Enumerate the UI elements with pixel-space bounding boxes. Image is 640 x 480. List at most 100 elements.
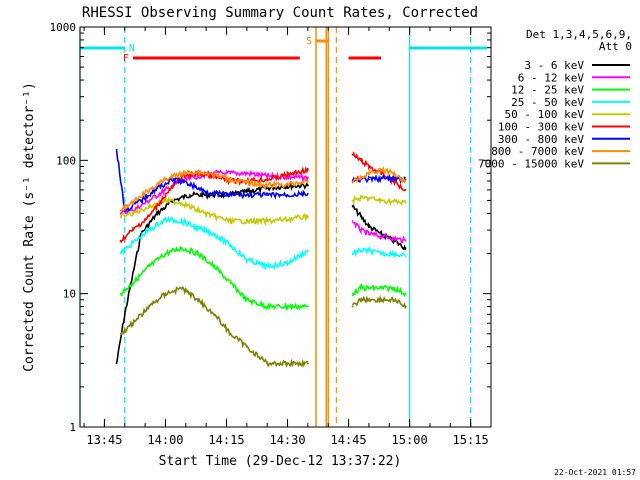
data-point — [392, 200, 395, 203]
data-point — [368, 165, 370, 168]
data-point — [351, 292, 354, 295]
data-point — [172, 178, 175, 181]
data-point — [148, 229, 151, 231]
data-point — [351, 252, 354, 255]
data-point — [119, 332, 122, 335]
data-point — [229, 172, 232, 175]
data-point — [148, 205, 151, 208]
data-point — [380, 177, 383, 180]
data-point — [306, 362, 309, 365]
data-point — [140, 199, 142, 202]
data-point — [266, 305, 269, 308]
data-point — [132, 322, 134, 325]
data-point — [359, 287, 362, 290]
data-point — [286, 305, 289, 308]
data-point — [115, 362, 118, 365]
data-point — [404, 305, 407, 308]
legend-label: 3 - 6 keV — [524, 59, 584, 72]
data-point — [380, 298, 383, 301]
data-point — [359, 298, 362, 301]
series-group-4 — [119, 195, 407, 227]
data-point — [392, 177, 395, 180]
data-point — [229, 244, 232, 247]
data-point — [197, 170, 199, 173]
x-tick-label: 14:30 — [269, 433, 305, 447]
data-point — [164, 292, 167, 295]
data-point — [368, 225, 370, 228]
data-point — [213, 265, 216, 268]
data-point — [148, 265, 151, 268]
data-point — [380, 287, 383, 290]
data-point — [180, 172, 183, 175]
x-tick-label: 15:15 — [453, 433, 489, 447]
data-point — [180, 201, 183, 204]
data-point — [180, 220, 183, 223]
x-axis-label: Start Time (29-Dec-12 13:37:22) — [159, 454, 402, 469]
data-point — [404, 189, 407, 191]
data-point — [266, 362, 269, 365]
data-point — [245, 194, 248, 196]
data-point — [156, 212, 159, 215]
data-point — [188, 183, 191, 186]
data-point — [392, 298, 395, 301]
data-point — [148, 199, 151, 202]
data-point — [213, 313, 216, 316]
legend-label: 12 - 25 keV — [511, 84, 584, 97]
x-tick-label: 14:45 — [331, 433, 367, 447]
x-tick-label: 15:00 — [392, 433, 428, 447]
y-tick-label: 100 — [56, 154, 76, 167]
data-point — [404, 255, 407, 258]
data-point — [132, 242, 134, 244]
y-tick-label: 1 — [69, 421, 76, 434]
data-point — [229, 178, 232, 181]
data-point — [119, 239, 122, 242]
data-point — [245, 298, 248, 301]
data-point — [286, 362, 289, 365]
data-point — [368, 197, 370, 200]
flag-label-n: N — [129, 43, 135, 54]
data-point — [148, 305, 151, 308]
data-point — [404, 247, 407, 249]
data-point — [164, 194, 167, 196]
data-point — [119, 209, 122, 212]
data-point — [266, 178, 269, 181]
data-point — [392, 252, 395, 255]
data-point — [213, 215, 216, 218]
data-point — [306, 168, 309, 171]
data-point — [197, 252, 199, 255]
data-point — [164, 189, 167, 191]
data-point — [266, 194, 269, 196]
legend-label: 6 - 12 keV — [518, 71, 585, 84]
data-point — [306, 193, 309, 195]
data-point — [286, 173, 289, 176]
data-point — [164, 199, 167, 202]
data-point — [359, 229, 362, 231]
data-point — [404, 201, 407, 204]
data-point — [359, 249, 362, 252]
series-group-2 — [119, 245, 407, 312]
data-point — [156, 187, 159, 189]
legend-header-line: Det 1,3,4,5,6,9, — [526, 28, 632, 41]
data-point — [266, 184, 269, 187]
data-point — [359, 215, 362, 218]
data-point — [368, 249, 370, 252]
data-point — [380, 252, 383, 255]
data-point — [368, 287, 370, 290]
series-group-8 — [119, 285, 407, 368]
data-point — [306, 305, 309, 308]
data-point — [245, 181, 248, 184]
data-point — [404, 180, 407, 182]
y-axis-label: Corrected Count Rate (s⁻¹ detector⁻¹) — [22, 82, 37, 372]
data-point — [351, 220, 354, 223]
legend-label: 800 - 7000 keV — [491, 145, 584, 158]
data-point — [245, 220, 248, 223]
y-tick-label: 1000 — [50, 21, 77, 34]
data-point — [392, 237, 395, 240]
legend-label: 300 - 800 keV — [498, 133, 584, 146]
data-point — [245, 172, 248, 175]
data-point — [225, 194, 228, 196]
data-point — [197, 175, 199, 178]
data-point — [123, 313, 126, 316]
series-line-7 — [120, 165, 407, 212]
